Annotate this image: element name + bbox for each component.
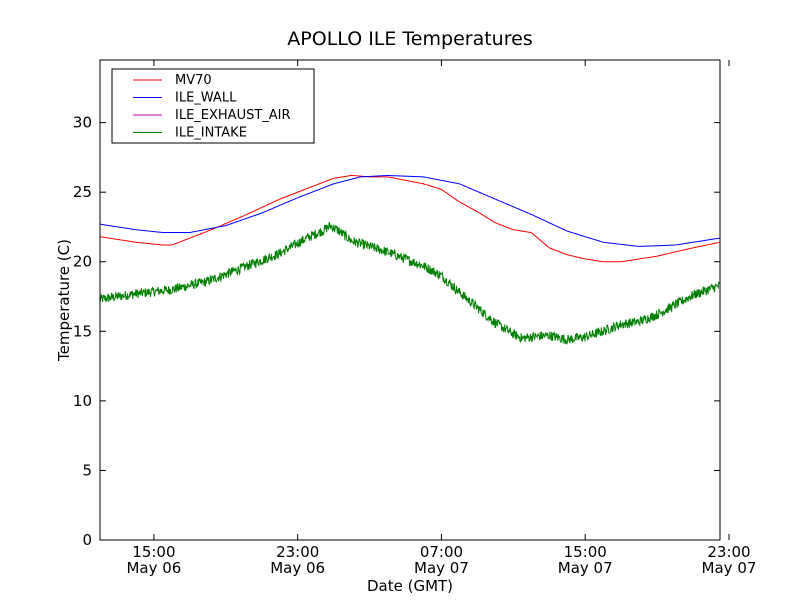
x-tick-label-date: May 07	[414, 559, 469, 577]
y-tick-label: 15	[73, 322, 92, 340]
y-tick-label: 10	[73, 392, 92, 410]
y-tick-label: 30	[73, 114, 92, 132]
chart-title: APOLLO ILE Temperatures	[287, 28, 532, 50]
x-tick-label-time: 23:00	[276, 543, 319, 561]
legend-label: ILE_EXHAUST_AIR	[175, 108, 291, 123]
x-tick-label-time: 07:00	[420, 543, 463, 561]
legend-label: ILE_INTAKE	[175, 126, 247, 141]
x-axis-label: Date (GMT)	[367, 577, 453, 595]
legend: MV70 ILE_WALL ILE_EXHAUST_AIR ILE_INTAKE	[111, 68, 315, 144]
x-tick-label-time: 15:00	[132, 543, 175, 561]
y-tick-label: 5	[82, 461, 92, 479]
x-tick-label-time: 23:00	[707, 543, 750, 561]
series-line-ile-wall	[100, 175, 720, 247]
legend-box	[111, 68, 315, 144]
x-tick-label-time: 15:00	[564, 543, 607, 561]
series-line-mv70	[100, 175, 720, 263]
y-tick-label: 0	[82, 531, 92, 549]
x-tick-label-date: May 07	[702, 559, 757, 577]
y-tick-label: 20	[73, 253, 92, 271]
y-axis-label: Temperature (C)	[55, 239, 73, 362]
x-tick-label-date: May 07	[558, 559, 613, 577]
y-tick-label: 25	[73, 183, 92, 201]
series-layer	[100, 175, 720, 346]
series-line-ile-intake	[100, 221, 720, 346]
plot-frame	[99, 59, 721, 541]
x-tick-label-date: May 06	[270, 559, 325, 577]
x-tick-label-date: May 06	[126, 559, 181, 577]
legend-label: MV70	[175, 73, 212, 88]
legend-label: ILE_WALL	[175, 91, 237, 106]
